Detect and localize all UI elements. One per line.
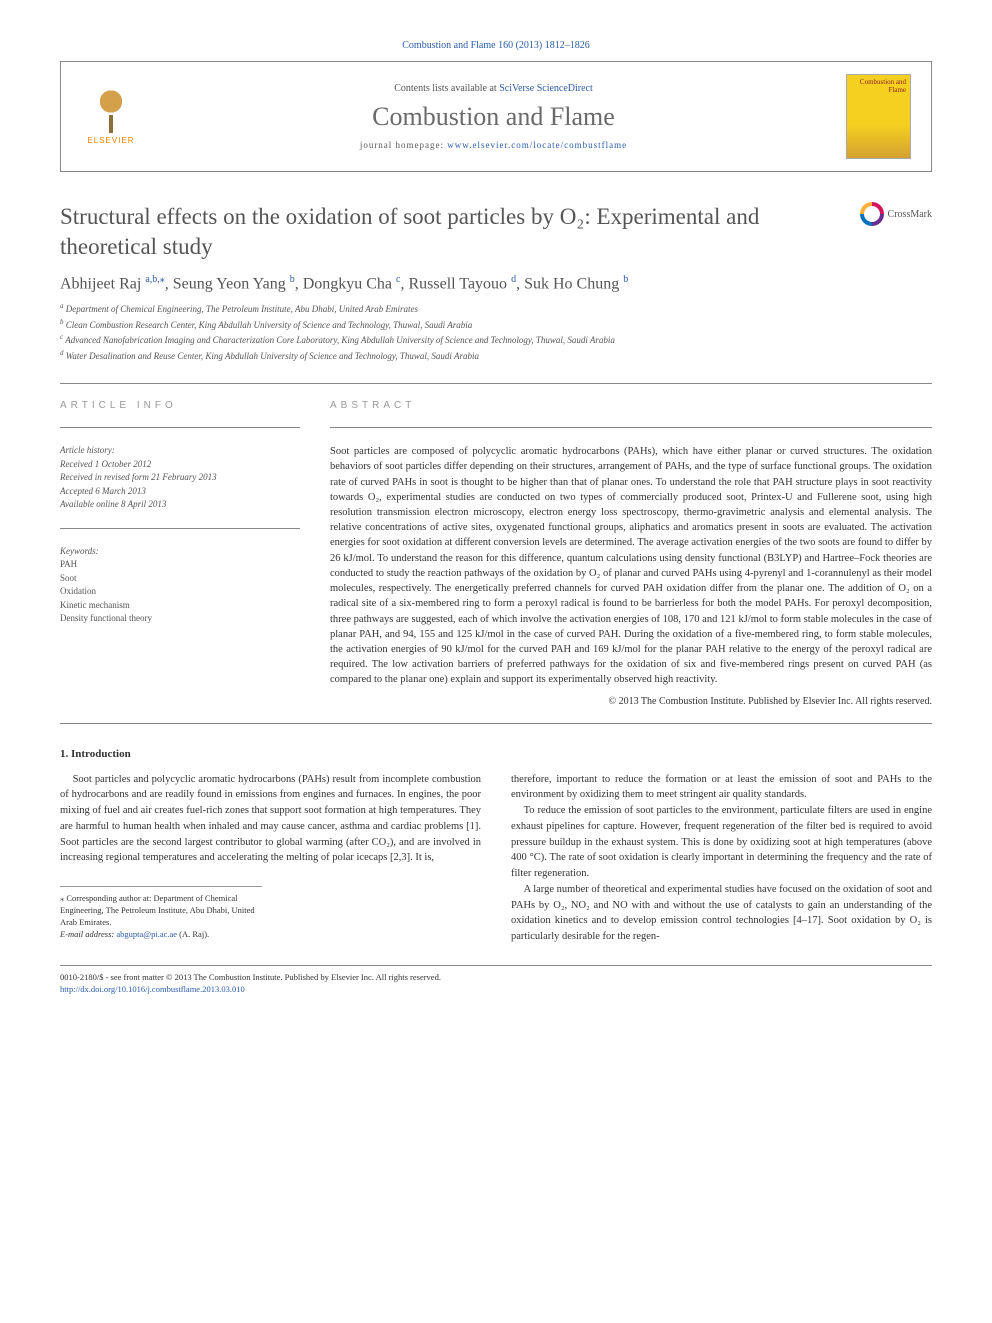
intro-heading: 1. Introduction (60, 748, 932, 760)
affiliations: a Department of Chemical Engineering, Th… (60, 301, 932, 363)
article-info-heading: ARTICLE INFO (60, 400, 300, 411)
online-date: Available online 8 April 2013 (60, 498, 300, 512)
divider-top (60, 383, 932, 384)
keyword-item: Soot (60, 572, 300, 586)
abstract-col: ABSTRACT Soot particles are composed of … (330, 400, 932, 707)
divider-info (60, 427, 300, 428)
article-info-col: ARTICLE INFO Article history: Received 1… (60, 400, 300, 707)
body-para-4: A large number of theoretical and experi… (511, 882, 932, 945)
abstract-heading: ABSTRACT (330, 400, 932, 411)
keyword-item: Kinetic mechanism (60, 599, 300, 613)
journal-name: Combustion and Flame (141, 102, 846, 132)
crossmark-badge[interactable]: CrossMark (860, 202, 932, 226)
abstract-text: Soot particles are composed of polycycli… (330, 444, 932, 688)
elsevier-wordmark: ELSEVIER (87, 136, 134, 145)
received-date: Received 1 October 2012 (60, 458, 300, 472)
info-abstract-row: ARTICLE INFO Article history: Received 1… (60, 400, 932, 707)
keyword-item: Oxidation (60, 585, 300, 599)
keywords-list: PAHSootOxidationKinetic mechanismDensity… (60, 558, 300, 626)
contents-line: Contents lists available at SciVerse Sci… (141, 83, 846, 94)
journal-header-center: Contents lists available at SciVerse Sci… (141, 83, 846, 150)
corr-text: Corresponding author at: Department of C… (60, 893, 255, 927)
citation-header: Combustion and Flame 160 (2013) 1812–182… (60, 40, 932, 51)
journal-header-box: ELSEVIER Contents lists available at Sci… (60, 61, 932, 172)
journal-cover-thumbnail: Combustion and Flame (846, 74, 911, 159)
footer-copyright: 0010-2180/$ - see front matter © 2013 Th… (60, 972, 932, 984)
body-right-col: therefore, important to reduce the forma… (511, 772, 932, 945)
body-para-1: Soot particles and polycyclic aromatic h… (60, 772, 481, 867)
crossmark-icon (860, 202, 884, 226)
corr-email-link[interactable]: abgupta@pi.ac.ae (116, 929, 177, 939)
body-para-3: To reduce the emission of soot particles… (511, 803, 932, 882)
keywords: Keywords: PAHSootOxidationKinetic mechan… (60, 545, 300, 626)
body-columns: Soot particles and polycyclic aromatic h… (60, 772, 932, 945)
corr-email-name: (A. Raj). (179, 929, 209, 939)
homepage-link[interactable]: www.elsevier.com/locate/combustflame (447, 140, 627, 150)
history-label: Article history: (60, 444, 300, 458)
keyword-item: PAH (60, 558, 300, 572)
divider-abstract (330, 427, 932, 428)
article-title: Structural effects on the oxidation of s… (60, 202, 860, 262)
keywords-label: Keywords: (60, 545, 300, 559)
body-para-2: therefore, important to reduce the forma… (511, 772, 932, 804)
keyword-item: Density functional theory (60, 612, 300, 626)
email-label: E-mail address: (60, 929, 114, 939)
divider-bottom (60, 723, 932, 724)
title-row: Structural effects on the oxidation of s… (60, 202, 932, 274)
homepage-prefix: journal homepage: (360, 140, 447, 150)
corr-star: ⁎ (60, 893, 64, 903)
elsevier-logo: ELSEVIER (81, 82, 141, 152)
divider-keywords (60, 528, 300, 529)
cover-title: Combustion and Flame (851, 79, 906, 94)
revised-date: Received in revised form 21 February 201… (60, 471, 300, 485)
sciencedirect-link[interactable]: SciVerse ScienceDirect (499, 83, 593, 94)
body-left-col: Soot particles and polycyclic aromatic h… (60, 772, 481, 945)
page-footer: 0010-2180/$ - see front matter © 2013 Th… (60, 965, 932, 996)
authors-line: Abhijeet Raj a,b,⁎, Seung Yeon Yang b, D… (60, 274, 932, 293)
contents-prefix: Contents lists available at (394, 83, 499, 94)
crossmark-label: CrossMark (888, 209, 932, 220)
doi-link[interactable]: http://dx.doi.org/10.1016/j.combustflame… (60, 984, 245, 994)
article-history: Article history: Received 1 October 2012… (60, 444, 300, 512)
corresponding-author-note: ⁎ Corresponding author at: Department of… (60, 886, 262, 941)
homepage-line: journal homepage: www.elsevier.com/locat… (141, 140, 846, 150)
abstract-copyright: © 2013 The Combustion Institute. Publish… (330, 696, 932, 707)
accepted-date: Accepted 6 March 2013 (60, 485, 300, 499)
elsevier-tree-icon (91, 88, 131, 133)
